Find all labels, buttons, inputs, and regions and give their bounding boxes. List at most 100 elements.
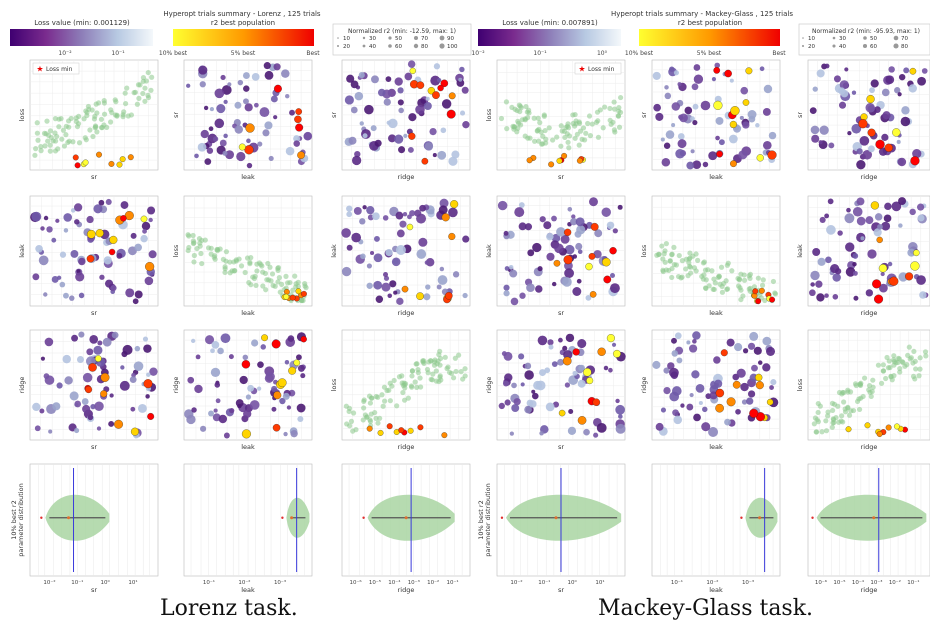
trial-point [448,207,458,218]
trial-point [817,257,826,266]
loss-point [55,146,61,152]
trial-point [583,428,590,436]
best-trial-point [875,139,885,149]
loss-point [906,344,912,350]
loss-point [522,116,528,122]
trial-point [396,297,404,306]
trial-point [375,295,384,303]
trial-point [567,206,573,212]
loss-point [659,243,665,249]
loss-point [815,409,821,416]
size-legend-marker [388,36,392,40]
trial-point [502,380,510,387]
trial-point [82,372,93,383]
trial-point [409,210,416,217]
loss-point [831,417,837,423]
loss-point [823,428,830,434]
trial-point [297,364,305,372]
best-trial-point [884,143,893,152]
best-loss-point [441,432,448,439]
loss-point [922,349,929,355]
best-trial-point [603,275,612,284]
x-axis-label: leak [709,309,723,317]
trial-point [120,365,125,370]
trial-point [652,71,661,80]
trial-point [824,63,830,69]
trial-point [439,198,449,208]
trial-point [86,348,94,356]
trial-point [524,405,532,414]
trial-point [243,85,250,92]
loss-point [607,105,613,112]
best-trial-point [713,67,721,74]
x-axis-label: leak [709,173,723,181]
loss-point [691,265,698,271]
trial-point [846,207,851,213]
loss-point [755,275,761,281]
trial-point [246,138,251,144]
loss-point [92,113,98,119]
loss-point [887,364,893,371]
loss-point [124,85,130,91]
loss-point [205,245,212,251]
trial-point [544,367,551,374]
trial-point [229,407,235,414]
best-trial-point [577,416,587,425]
trial-point [425,284,431,290]
trial-point [881,88,890,97]
loss-point [579,136,585,142]
trial-point [738,150,748,160]
trial-point [749,331,759,341]
loss-point [695,257,701,263]
trial-point [611,342,617,347]
trial-point [103,256,112,265]
loss-point [279,281,285,287]
loss-point [452,355,458,361]
loss-point [870,377,876,383]
trial-point [810,125,820,135]
violin-y-label: 10% best r2 [477,500,485,539]
best-loss-point [885,424,892,431]
best-trial-point [602,257,611,267]
trial-point [762,363,771,372]
trial-point [757,360,763,365]
trial-point [526,283,535,293]
best-loss-point [769,296,776,303]
loss-point [238,263,245,269]
trial-point [672,409,679,416]
best-trial-point [583,368,592,377]
loss-colorbar-tick: 10⁻¹ [533,50,547,57]
loss-point [861,375,868,381]
panel-title: Hyperopt trials summary - Mackey-Glass ,… [611,10,793,18]
trial-point [285,93,290,99]
best-trial-point [114,419,124,429]
trial-point [887,261,893,267]
best-trial-point [715,403,724,413]
x-tick-label: 10⁻³ [870,579,882,586]
trial-point [578,364,586,372]
x-tick-label: 10⁻⁶ [815,579,828,586]
trial-point [884,202,892,211]
loss-min-label: Loss min [588,66,615,73]
pair-plot-cell: leak ridge [330,195,471,317]
loss-point [196,236,203,242]
trial-point [908,84,917,93]
trial-point [438,205,448,215]
best-marker [872,516,876,520]
trial-point [677,133,685,140]
trial-point [75,272,85,282]
x-axis-label: sr [91,309,97,317]
trial-point [593,250,602,259]
loss-point [32,152,38,158]
trial-point [93,345,103,355]
loss-point [391,377,397,384]
x-tick-label: 10⁻⁵ [833,579,845,586]
trial-point [74,219,80,225]
best-trial-point [427,87,436,95]
trial-point [383,272,389,278]
trial-point [837,230,843,236]
loss-point [136,95,142,101]
x-tick-label: 10⁻³ [742,579,754,586]
loss-point [883,375,889,382]
size-legend-label: 70 [901,36,908,42]
